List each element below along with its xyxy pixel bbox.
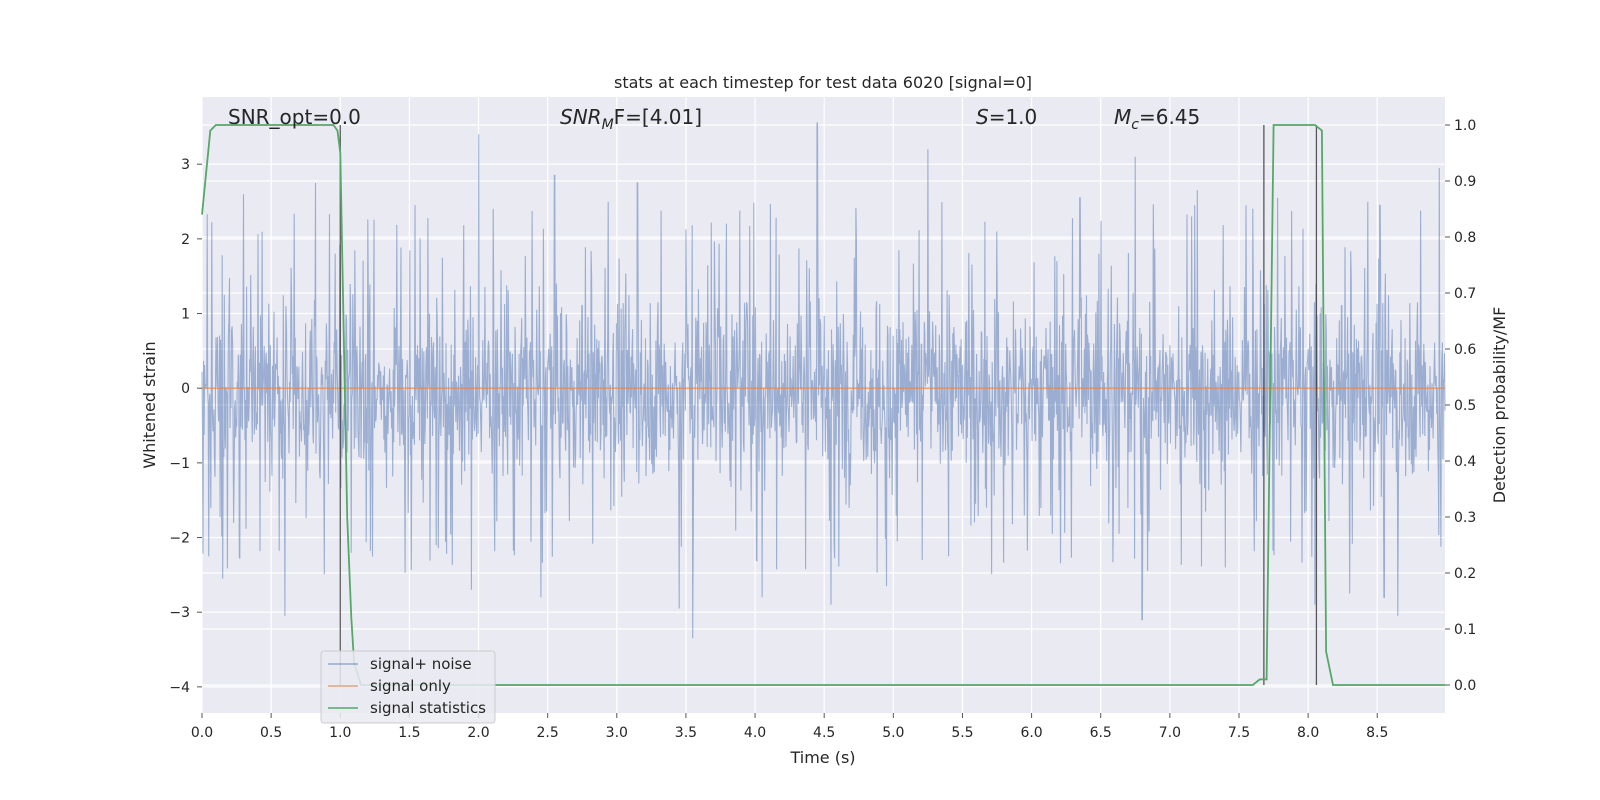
y-left-tick-label: −3 [169,605,190,621]
x-tick-label: 7.5 [1228,725,1250,741]
y-right-tick-label: 0.0 [1454,678,1476,694]
signal-noise-series [201,122,1446,639]
annotation-snr-opt: SNR_opt=0.0 [228,105,361,129]
x-tick-label: 1.5 [398,725,420,741]
x-tick-label: 5.0 [882,725,904,741]
y-right-tick-label: 0.2 [1454,566,1476,582]
signal-noise-line [201,122,1446,639]
x-tick-label: 4.5 [813,725,835,741]
x-tick-label: 3.0 [606,725,628,741]
chart-title: stats at each timestep for test data 602… [614,73,1032,92]
y-right-tick-label: 0.9 [1454,174,1476,190]
legend-label-signal-statistics: signal statistics [370,699,486,717]
x-tick-label: 2.5 [537,725,559,741]
y-axis-label-right: Detection probability/MF [1490,307,1509,504]
x-tick-label: 8.0 [1297,725,1319,741]
y-left-tick-label: −1 [169,456,190,472]
annotation-mc: Mc=6.45 [1114,105,1200,133]
x-tick-label: 6.0 [1020,725,1042,741]
legend: signal+ noise signal only signal statist… [320,650,496,724]
mc-label: M [1114,105,1131,129]
y-right-tick-label: 0.7 [1454,286,1476,302]
x-tick-label: 4.0 [744,725,766,741]
y-left-tick-label: 3 [181,157,190,173]
mc-value: =6.45 [1139,105,1200,129]
x-tick-label: 8.5 [1366,725,1388,741]
x-axis-label: Time (s) [789,748,855,767]
snr-mf-label: SNR [560,105,602,129]
x-tick-label: 6.5 [1090,725,1112,741]
y-right-tick-label: 0.8 [1454,230,1476,246]
s-value: =1.0 [989,105,1038,129]
snr-mf-sub: M [602,117,614,133]
x-tick-label: 1.0 [329,725,351,741]
x-tick-label: 3.5 [675,725,697,741]
x-tick-label: 0.5 [260,725,282,741]
legend-label-signal-noise: signal+ noise [370,655,472,673]
y-right-tick-label: 0.1 [1454,622,1476,638]
y-axis-label-left: Whitened strain [140,341,159,468]
y-right-tick-label: 0.3 [1454,510,1476,526]
s-label: S [976,105,989,129]
x-tick-label: 2.0 [467,725,489,741]
tick-labels: 0.0 0.5 1.0 1.5 2.0 2.5 3.0 3.5 4.0 4.5 5.0 5.5 6.0 6… [169,118,1476,741]
y-right-tick-label: 0.6 [1454,342,1476,358]
x-tick-label: 5.5 [951,725,973,741]
y-left-tick-label: 1 [181,307,190,323]
y-right-tick-label: 1.0 [1454,118,1476,134]
legend-box [320,650,496,724]
y-right-tick-label: 0.5 [1454,398,1476,414]
annotation-snr-mf: SNRMF=[4.01] [560,105,702,133]
y-left-tick-label: 0 [181,381,190,397]
y-right-tick-label: 0.4 [1454,454,1476,470]
annotation-s: S=1.0 [976,105,1037,129]
x-tick-label: 0.0 [191,725,213,741]
y-left-tick-label: −4 [169,680,190,696]
snr-mf-value: F=[4.01] [614,105,702,129]
y-left-tick-label: −2 [169,531,190,547]
legend-label-signal-only: signal only [370,677,451,695]
y-left-tick-label: 2 [181,232,190,248]
x-tick-label: 7.0 [1159,725,1181,741]
mc-sub: c [1131,117,1139,133]
